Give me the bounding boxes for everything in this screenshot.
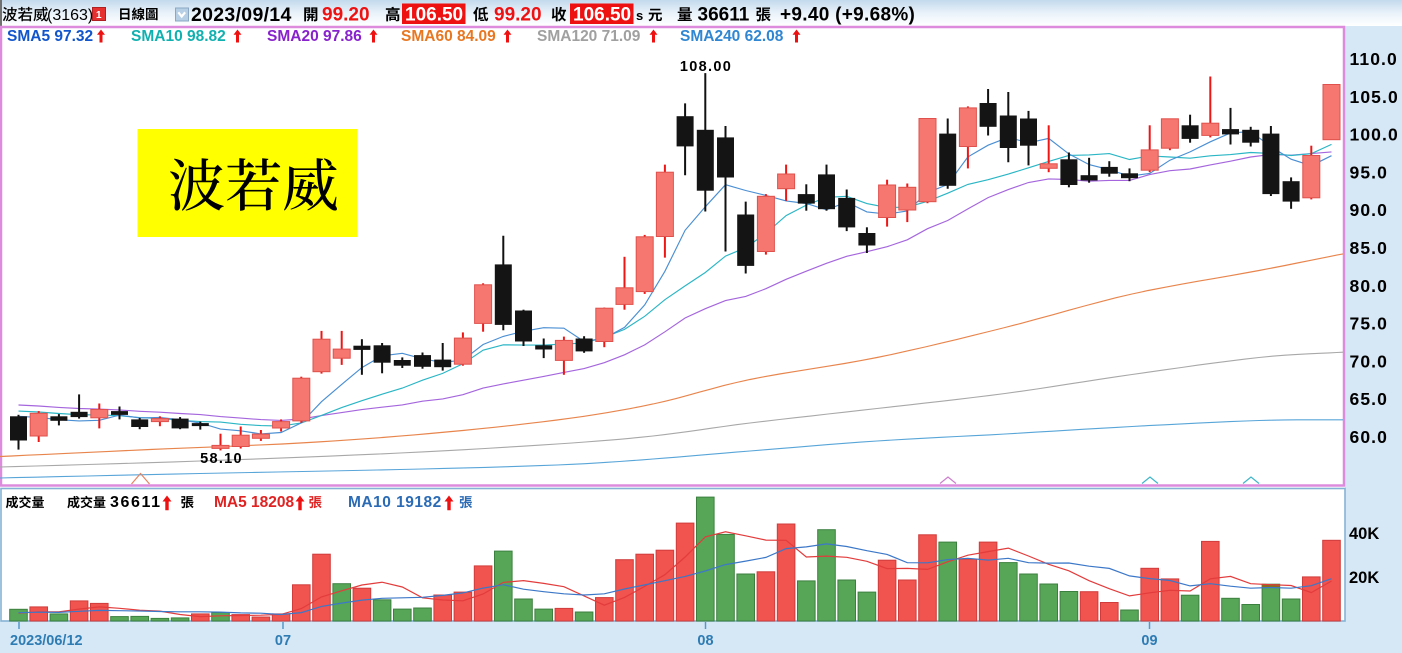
- svg-text:110.0: 110.0: [1350, 49, 1398, 69]
- svg-text:105.0: 105.0: [1350, 87, 1399, 107]
- svg-text:65.0: 65.0: [1350, 389, 1388, 409]
- svg-text:36611: 36611: [698, 5, 750, 26]
- svg-text:99.20: 99.20: [322, 5, 370, 26]
- svg-text:80.0: 80.0: [1350, 276, 1388, 296]
- svg-text:20K: 20K: [1349, 569, 1379, 587]
- svg-text:90.0: 90.0: [1350, 200, 1388, 220]
- svg-text:MA10 19182: MA10 19182: [348, 494, 442, 511]
- svg-text:SMA5 97.32: SMA5 97.32: [7, 28, 93, 45]
- svg-text:SMA10 98.82: SMA10 98.82: [131, 28, 226, 45]
- svg-text:85.0: 85.0: [1350, 238, 1388, 258]
- svg-text:106.50: 106.50: [573, 5, 631, 26]
- svg-text:07: 07: [275, 633, 291, 649]
- svg-text:2023/09/14: 2023/09/14: [191, 4, 292, 26]
- svg-text:MA5 18208: MA5 18208: [214, 494, 295, 511]
- svg-text:s: s: [636, 8, 643, 23]
- svg-text:60.0: 60.0: [1350, 427, 1388, 447]
- svg-text:58.10: 58.10: [200, 451, 243, 467]
- svg-text:70.0: 70.0: [1350, 351, 1388, 371]
- svg-text:(3163): (3163): [47, 7, 93, 24]
- svg-text:08: 08: [697, 633, 713, 649]
- svg-text:108.00: 108.00: [680, 59, 732, 75]
- svg-text:100.0: 100.0: [1350, 125, 1399, 145]
- svg-text:2023/06/12: 2023/06/12: [10, 633, 83, 649]
- svg-text:106.50: 106.50: [405, 5, 463, 26]
- svg-text:09: 09: [1141, 633, 1157, 649]
- svg-text:95.0: 95.0: [1350, 162, 1388, 182]
- svg-text:SMA20 97.86: SMA20 97.86: [267, 28, 362, 45]
- svg-text:40K: 40K: [1349, 525, 1379, 543]
- svg-text:36611: 36611: [110, 494, 162, 511]
- svg-text:1: 1: [96, 10, 102, 21]
- svg-text:+9.40 (+9.68%): +9.40 (+9.68%): [780, 5, 915, 26]
- svg-text:SMA120 71.09: SMA120 71.09: [537, 28, 641, 45]
- svg-text:SMA60 84.09: SMA60 84.09: [401, 28, 496, 45]
- svg-text:SMA240 62.08: SMA240 62.08: [680, 28, 784, 45]
- svg-text:99.20: 99.20: [494, 5, 542, 26]
- svg-text:75.0: 75.0: [1350, 314, 1388, 334]
